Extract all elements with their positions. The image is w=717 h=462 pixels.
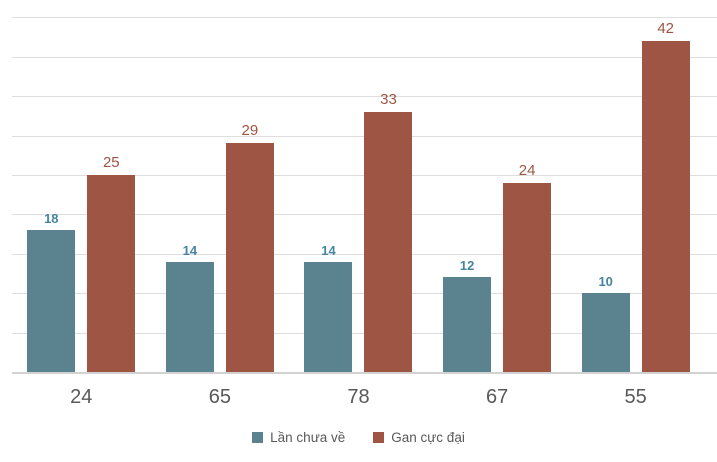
bar-column-series2: 42 [641,19,690,372]
data-label: 42 [657,19,675,37]
bar [581,293,630,372]
data-label: 10 [598,273,613,289]
bar [443,277,492,372]
x-axis-label: 78 [347,386,370,408]
bar-column-series2: 29 [225,121,274,372]
x-axis-label: 65 [208,386,232,408]
bar [641,41,690,372]
legend-label: Lần chưa về [270,430,346,445]
gridline [12,57,717,58]
bar-column-series1: 12 [443,257,492,372]
data-label: 14 [321,242,336,258]
bar [503,183,552,372]
legend-item: Gan cực đại [373,430,465,445]
data-label: 25 [102,153,120,171]
data-label: 29 [241,121,259,139]
data-label: 24 [518,161,536,179]
x-axis-line [12,372,717,374]
bar [304,262,353,372]
bar-group: 10 42 [566,0,705,372]
bar-column-series2: 24 [503,161,552,372]
bar-group: 18 25 [12,0,151,372]
bar-group: 14 29 [151,0,290,372]
x-axis-label: 24 [70,386,93,408]
bar-column-series1: 18 [27,210,76,372]
bar [165,262,214,372]
bar-group: 12 24 [428,0,567,372]
bar [364,112,413,372]
x-axis-labels: 24 65 78 67 55 [0,386,717,409]
gridline [12,96,717,97]
bar [87,175,136,372]
legend: Lần chưa về Gan cực đại [0,430,717,445]
bar-column-series1: 14 [304,242,353,372]
legend-swatch-icon [373,432,385,443]
x-axis-label: 67 [485,386,509,408]
bar-column-series1: 14 [165,242,214,372]
gridline [12,17,717,18]
data-label: 14 [182,242,198,258]
bar-column-series2: 33 [364,90,413,372]
bar [27,230,76,372]
legend-item: Lần chưa về [252,430,345,445]
bar-group: 14 33 [289,0,428,372]
bar [225,143,274,372]
x-axis-label: 55 [624,386,647,408]
bar-column-series2: 25 [87,153,136,372]
legend-label: Gan cực đại [391,430,465,445]
data-label: 18 [44,210,59,226]
data-label: 12 [459,257,475,273]
bar-groups: 18 25 14 29 14 33 12 24 10 42 [12,0,705,372]
bar-column-series1: 10 [581,273,630,372]
data-label: 33 [380,90,397,108]
plot-area: 18 25 14 29 14 33 12 24 10 42 [12,0,717,374]
legend-swatch-icon [252,432,264,443]
